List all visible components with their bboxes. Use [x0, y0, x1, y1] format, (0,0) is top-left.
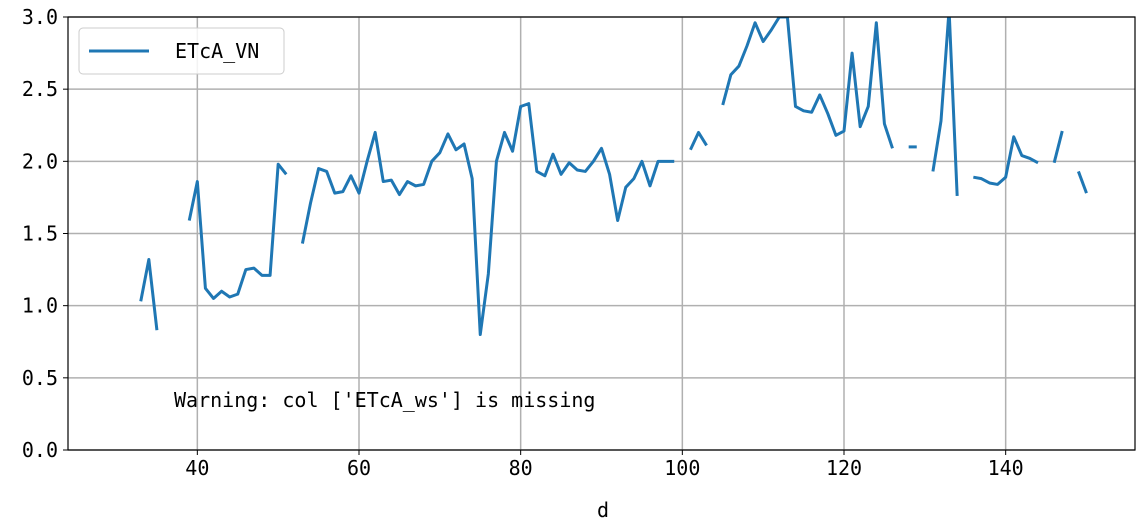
y-tick-label: 2.5 [22, 77, 58, 101]
series-line-segment [139, 257, 159, 331]
series-line-segment [1077, 170, 1088, 194]
x-tick-label: 100 [664, 456, 700, 480]
y-tick-label: 0.5 [22, 366, 58, 390]
y-tick-label: 2.0 [22, 149, 58, 173]
x-ticks: 40 60 80 100 120 140 [185, 450, 1024, 480]
legend-box [78, 27, 285, 75]
series-line-segment [721, 17, 894, 149]
y-tick-label: 1.0 [22, 294, 58, 318]
x-tick-label: 80 [509, 456, 533, 480]
series-line-segment [300, 102, 675, 337]
x-tick-label: 40 [185, 456, 209, 480]
legend: ETcA_VN [78, 27, 285, 75]
legend-label-etca-vn: ETcA_VN [175, 39, 259, 63]
y-ticks: 0.0 0.5 1.0 1.5 2.0 2.5 3.0 [22, 5, 68, 462]
series-line-segment [187, 162, 288, 300]
x-tick-label: 120 [826, 456, 862, 480]
x-tick-label: 140 [988, 456, 1024, 480]
y-tick-label: 0.0 [22, 438, 58, 462]
x-axis-label: d [597, 498, 609, 521]
y-tick-label: 1.5 [22, 222, 58, 246]
missing-column-warning: Warning: col ['ETcA_ws'] is missing [174, 388, 595, 412]
series-line-segment [973, 135, 1039, 186]
series-line-segment [689, 130, 708, 151]
series-line-segment [931, 17, 959, 197]
y-tick-label: 3.0 [22, 5, 58, 29]
series-etca-vn [139, 17, 1088, 337]
x-tick-label: 60 [347, 456, 371, 480]
series-layer [139, 17, 1088, 337]
series-line-segment [1052, 130, 1064, 164]
